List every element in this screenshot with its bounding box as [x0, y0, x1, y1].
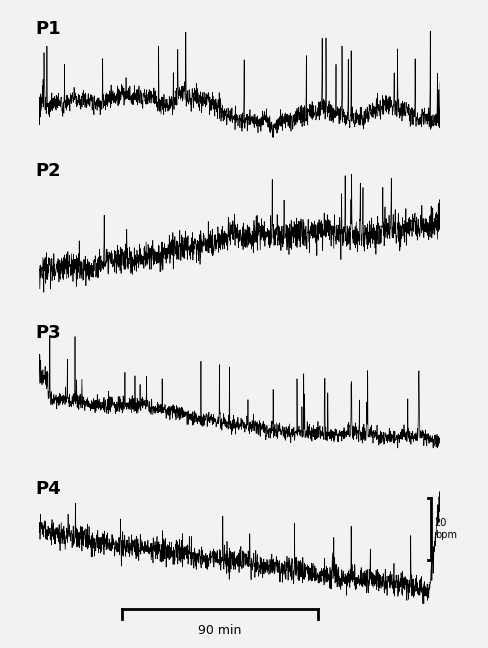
- Text: P3: P3: [35, 325, 61, 342]
- Text: 90 min: 90 min: [198, 623, 241, 637]
- Text: P1: P1: [35, 20, 61, 38]
- Text: P4: P4: [35, 480, 61, 498]
- Text: 20
bpm: 20 bpm: [434, 518, 456, 540]
- Text: P2: P2: [35, 162, 61, 180]
